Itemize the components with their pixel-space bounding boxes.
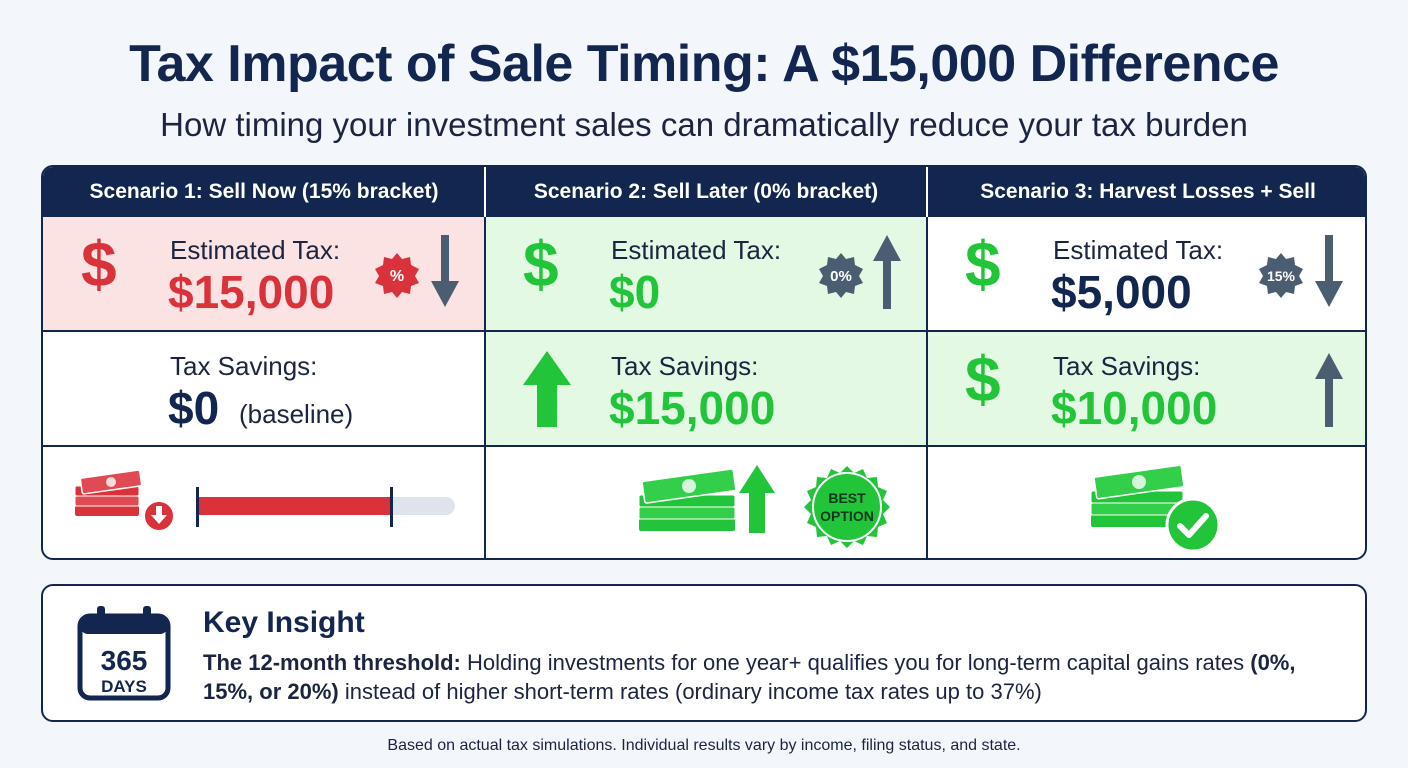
- key-insight-body-2: instead of higher short-term rates (ordi…: [338, 679, 1042, 704]
- scenario-3-savings-cell: [927, 331, 1365, 446]
- key-insight-rates: (0%, 15%, or 20%): [203, 650, 1296, 704]
- tax-savings-label: Tax Savings:: [170, 351, 318, 381]
- arrow-up-icon: [873, 235, 901, 309]
- money-stack-icon: [638, 465, 775, 533]
- arrow-up-icon: [1315, 353, 1343, 427]
- percent-badge-icon: 15%: [1259, 253, 1303, 298]
- tax-savings-value: $10,000: [1051, 382, 1218, 434]
- baseline-note: (baseline): [239, 399, 354, 429]
- estimated-tax-value: $5,000: [1051, 266, 1192, 318]
- percent-badge-icon: 0%: [819, 253, 863, 298]
- arrow-up-icon: [523, 351, 571, 427]
- percent-badge-text: %: [390, 268, 404, 285]
- estimated-tax-label: Estimated Tax:: [611, 235, 782, 265]
- calendar-icon: 365 DAYS: [77, 606, 171, 701]
- scenario-comparison-table: Scenario 1: Sell Now (15% bracket) Scena…: [41, 165, 1367, 560]
- calendar-unit: DAYS: [101, 677, 147, 696]
- dollar-icon: $: [965, 343, 1001, 415]
- best-badge-line1: BEST: [828, 490, 866, 506]
- key-insight-text: The 12-month threshold: Holding investme…: [203, 648, 1343, 706]
- row-divider: [43, 445, 1365, 447]
- dollar-icon: $: [523, 228, 559, 300]
- best-option-seal-icon: BEST OPTION: [804, 466, 890, 548]
- key-insight-body-1: Holding investments for one year+ qualif…: [460, 650, 1251, 675]
- estimated-tax-value: $15,000: [168, 266, 335, 318]
- percent-badge-text: 15%: [1267, 268, 1296, 284]
- key-insight-box: 365 DAYS Key Insight The 12-month thresh…: [41, 584, 1367, 722]
- arrow-down-icon: [431, 235, 459, 307]
- column-divider: [926, 167, 928, 558]
- scenario-2-savings-cell: [485, 331, 927, 446]
- row-divider: [43, 330, 1365, 332]
- scenario-1-savings-cell: [43, 331, 485, 446]
- money-stack-icon: [1090, 464, 1185, 527]
- arrow-down-icon: [1315, 235, 1343, 307]
- estimated-tax-value: $0: [609, 266, 661, 318]
- best-badge-line2: OPTION: [820, 508, 874, 524]
- money-stack-icon: [74, 469, 175, 532]
- header-divider: [484, 167, 486, 217]
- header-divider: [926, 167, 928, 217]
- checkmark-icon: [1165, 497, 1221, 553]
- percent-badge-icon: %: [375, 253, 419, 298]
- page-title: Tax Impact of Sale Timing: A $15,000 Dif…: [129, 35, 1279, 93]
- footnote: Based on actual tax simulations. Individ…: [387, 737, 1021, 754]
- key-insight-lead: The 12-month threshold:: [203, 650, 461, 675]
- page-subtitle: How timing your investment sales can dra…: [160, 106, 1248, 143]
- percent-badge-text: 0%: [830, 268, 852, 285]
- tax-savings-value: $0: [168, 382, 220, 434]
- estimated-tax-label: Estimated Tax:: [170, 235, 341, 265]
- tax-burden-bar: [196, 487, 455, 527]
- tax-savings-value: $15,000: [609, 382, 776, 434]
- dollar-icon: $: [965, 228, 1001, 300]
- key-insight-title: Key Insight: [203, 606, 365, 639]
- estimated-tax-label: Estimated Tax:: [1053, 235, 1224, 265]
- scenario-2-header: Scenario 2: Sell Later (0% bracket): [485, 167, 927, 217]
- tax-savings-label: Tax Savings:: [611, 351, 759, 381]
- scenario-1-header: Scenario 1: Sell Now (15% bracket): [43, 167, 485, 217]
- scenario-3-header: Scenario 3: Harvest Losses + Sell: [927, 167, 1365, 217]
- tax-savings-label: Tax Savings:: [1053, 351, 1201, 381]
- calendar-number: 365: [101, 645, 148, 676]
- column-divider: [484, 167, 486, 558]
- dollar-icon: $: [81, 228, 117, 300]
